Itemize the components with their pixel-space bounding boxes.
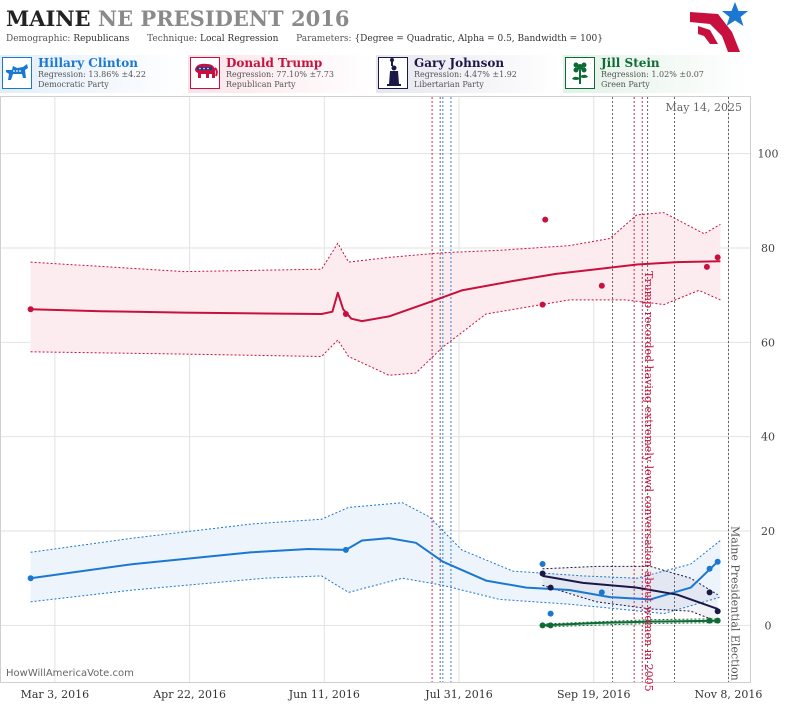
- date-label: May 14, 2025: [665, 101, 742, 114]
- header: MAINE NE PRESIDENT 2016 Demographic: Rep…: [0, 0, 789, 55]
- candidate-name: Hillary Clinton: [38, 56, 138, 70]
- title-rest: NE PRESIDENT 2016: [97, 6, 350, 31]
- upper-bound-line: [30, 502, 721, 579]
- data-point: [342, 311, 349, 318]
- data-point: [539, 570, 546, 577]
- parameters-value: {Degree = Quadratic, Alpha = 0.5, Bandwi…: [354, 34, 603, 44]
- candidate-party: Democratic Party: [38, 80, 109, 89]
- trend-line: [542, 574, 719, 610]
- confidence-band: [30, 502, 721, 614]
- data-point: [706, 617, 713, 624]
- candidate-party: Green Party: [601, 80, 650, 89]
- confidence-band: [542, 566, 718, 622]
- candidate-name: Jill Stein: [601, 56, 660, 70]
- data-point: [27, 575, 34, 582]
- data-point: [547, 622, 554, 629]
- trend-line: [30, 260, 721, 323]
- y-tick-label: 60: [761, 336, 775, 349]
- annotation-label: Maine Presidential Election: [728, 526, 741, 681]
- x-tick-labels: Mar 3, 2016 Apr 22, 2016 Jun 11, 2016 Jul 3…: [21, 688, 763, 701]
- parameters-line: Demographic: Republicans Technique: Loca…: [6, 34, 603, 44]
- candidate-legend: Hillary Clinton Regression: 13.86% ±4.22…: [0, 55, 789, 95]
- event-lines: [431, 97, 729, 682]
- technique-value: Local Regression: [200, 34, 279, 44]
- annotations: Trump recorded having extremely lewd con…: [642, 271, 741, 692]
- candidate-name: Gary Johnson: [414, 56, 505, 70]
- flower-icon: [565, 57, 595, 89]
- x-tick-label: Apr 22, 2016: [152, 688, 226, 701]
- lower-bound-line: [30, 289, 721, 376]
- technique-label: Technique:: [147, 34, 198, 44]
- candidate-party: Libertarian Party: [414, 80, 484, 89]
- lower-bound-line: [30, 575, 721, 615]
- elephant-icon: [190, 57, 220, 89]
- page-title: MAINE NE PRESIDENT 2016: [6, 6, 349, 31]
- data-point: [703, 263, 710, 270]
- trend-lines: [30, 260, 721, 627]
- x-tick-label: Jun 11, 2016: [288, 688, 360, 701]
- annotation-label: Trump recorded having extremely lewd con…: [642, 271, 655, 692]
- data-point: [714, 254, 721, 261]
- data-point: [342, 546, 349, 553]
- x-tick-label: Nov 8, 2016: [694, 688, 762, 701]
- confidence-band: [30, 212, 721, 376]
- source-credit: HowWillAmericaVote.com: [6, 668, 134, 679]
- data-point: [539, 301, 546, 308]
- donkey-icon: [2, 57, 32, 89]
- y-tick-label: 100: [758, 148, 779, 161]
- candidate-regression: Regression: 13.86% ±4.22: [38, 70, 146, 79]
- data-point: [598, 282, 605, 289]
- poll-points: [27, 216, 721, 629]
- data-point: [539, 622, 546, 629]
- candidate-card-johnson: Gary Johnson Regression: 4.47% ±1.92 Lib…: [376, 55, 561, 93]
- trend-line: [30, 537, 719, 601]
- candidate-card-trump: Donald Trump Regression: 77.10% ±7.73 Re…: [188, 55, 373, 93]
- demographic-label: Demographic:: [6, 34, 71, 44]
- x-tick-label: Jul 31, 2016: [424, 688, 493, 701]
- data-point: [706, 565, 713, 572]
- data-point: [27, 306, 34, 313]
- trend-line: [542, 619, 718, 627]
- title-state: MAINE: [6, 6, 91, 31]
- demographic-value: Republicans: [73, 34, 130, 44]
- lower-bound-line: [542, 584, 718, 623]
- candidate-card-clinton: Hillary Clinton Regression: 13.86% ±4.22…: [0, 55, 185, 93]
- data-point: [539, 561, 546, 568]
- data-point: [542, 216, 549, 223]
- y-tick-labels: 0 20 40 60 80 100: [758, 148, 779, 633]
- candidate-regression: Regression: 77.10% ±7.73: [226, 70, 334, 79]
- y-tick-label: 20: [761, 525, 775, 538]
- y-tick-label: 0: [765, 619, 772, 632]
- data-point: [714, 558, 721, 565]
- candidate-regression: Regression: 1.02% ±0.07: [601, 70, 704, 79]
- data-point: [598, 589, 605, 596]
- liberty-statue-icon: [378, 57, 408, 89]
- lower-bound-line: [542, 622, 718, 628]
- regression-chart: 0 20 40 60 80 100 Mar 3, 2016 Apr 22, 2016 Jun …: [0, 96, 779, 701]
- data-point: [706, 589, 713, 596]
- upper-bound-line: [542, 618, 718, 625]
- y-tick-label: 40: [761, 431, 775, 444]
- parameters-label: Parameters:: [296, 34, 352, 44]
- x-tick-label: Mar 3, 2016: [21, 688, 90, 701]
- data-point: [547, 584, 554, 591]
- data-point: [714, 617, 721, 624]
- upper-bound-line: [30, 212, 721, 273]
- candidate-regression: Regression: 4.47% ±1.92: [414, 70, 517, 79]
- candidate-card-stein: Jill Stein Regression: 1.02% ±0.07 Green…: [563, 55, 748, 93]
- logo-star-icon: [690, 2, 748, 52]
- candidate-name: Donald Trump: [226, 56, 323, 70]
- data-point: [547, 610, 554, 617]
- candidate-party: Republican Party: [226, 80, 296, 89]
- data-point: [714, 608, 721, 615]
- y-tick-label: 80: [761, 242, 775, 255]
- upper-bound-line: [542, 565, 718, 596]
- confidence-bounds: [30, 212, 721, 628]
- x-tick-label: Sep 19, 2016: [557, 688, 631, 701]
